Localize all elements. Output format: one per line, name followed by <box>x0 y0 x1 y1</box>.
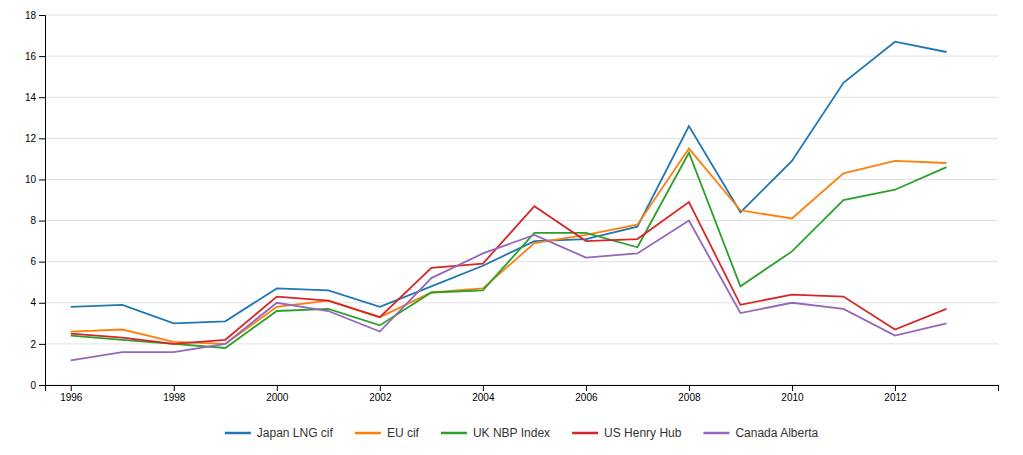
grid <box>45 15 998 385</box>
y-axis-tick-label: 2 <box>30 339 36 350</box>
y-axis-tick-label: 6 <box>30 256 36 267</box>
y-axis-tick-mark <box>39 179 45 180</box>
x-axis-tick: 2008 <box>678 385 701 403</box>
y-axis: 0 2 4 6 8 10 12 14 16 18 <box>25 10 46 391</box>
legend-swatch <box>572 432 598 435</box>
y-axis-tick-mark <box>39 221 45 222</box>
y-axis-tick-mark <box>39 303 45 304</box>
series-line <box>71 42 947 324</box>
x-axis-tick-label: 2008 <box>678 392 701 403</box>
y-axis-tick-label: 10 <box>25 174 37 185</box>
series-line <box>71 153 947 348</box>
y-axis-tick-mark <box>39 344 45 345</box>
y-axis-tick-label: 16 <box>25 51 37 62</box>
x-axis-tick-mark <box>689 385 690 391</box>
y-axis-tick: 4 <box>30 297 45 308</box>
y-axis-tick-mark <box>39 262 45 263</box>
x-axis-tick-label: 2000 <box>266 392 289 403</box>
legend-item: Japan LNG cif <box>225 426 334 440</box>
x-axis-tick: 1998 <box>163 385 186 403</box>
legend-label: Japan LNG cif <box>257 426 334 440</box>
y-axis-tick: 16 <box>25 51 45 62</box>
x-axis-tick: 2012 <box>884 385 907 403</box>
x-axis-tick-mark <box>586 385 587 391</box>
y-axis-tick: 12 <box>25 133 45 144</box>
grid-line <box>45 15 998 16</box>
x-axis-tick: 2006 <box>575 385 598 403</box>
y-axis-tick-label: 4 <box>30 297 36 308</box>
y-axis-tick-mark <box>39 385 45 386</box>
legend-swatch <box>441 432 467 435</box>
x-axis-tick-mark <box>483 385 484 391</box>
grid-line <box>45 97 998 98</box>
x-axis-tick-label: 2004 <box>472 392 495 403</box>
y-axis-tick-mark <box>39 138 45 139</box>
x-axis-tick-mark <box>71 385 72 391</box>
x-axis-tick-mark <box>380 385 381 391</box>
x-axis-tick-mark <box>895 385 896 391</box>
y-axis-tick: 14 <box>25 92 45 103</box>
x-axis-line <box>46 386 999 392</box>
x-axis-tick-mark <box>277 385 278 391</box>
series-line <box>71 202 947 344</box>
series-line <box>71 149 947 344</box>
y-axis-tick: 0 <box>30 380 45 391</box>
legend-swatch <box>225 432 251 435</box>
x-axis: 1996 1998 2000 2002 2004 2006 2008 2010 2012 <box>46 385 999 403</box>
x-axis-tick: 2010 <box>781 385 804 403</box>
x-axis-tick: 2002 <box>369 385 392 403</box>
legend-label: US Henry Hub <box>604 426 682 440</box>
legend-item: EU cif <box>355 426 420 440</box>
y-axis-line <box>39 16 46 386</box>
y-axis-tick-label: 14 <box>25 92 37 103</box>
grid-line <box>45 56 998 57</box>
x-axis-tick-label: 2010 <box>781 392 804 403</box>
y-axis-tick-mark <box>39 15 45 16</box>
lines <box>71 42 947 361</box>
legend-label: EU cif <box>387 426 420 440</box>
y-axis-tick-label: 0 <box>30 380 36 391</box>
y-axis-tick: 10 <box>25 174 45 185</box>
x-axis-tick-label: 2012 <box>884 392 907 403</box>
x-axis-tick-label: 1996 <box>60 392 83 403</box>
x-axis-tick: 2000 <box>266 385 289 403</box>
y-axis-tick-label: 18 <box>25 10 37 21</box>
series-line <box>71 221 947 361</box>
plot: 1996 1998 2000 2002 2004 2006 2008 2010 2012 0 2 4 6… <box>25 10 999 403</box>
legend-swatch <box>703 432 729 435</box>
y-axis-tick-mark <box>39 56 45 57</box>
y-axis-tick: 6 <box>30 256 45 267</box>
legend-item: US Henry Hub <box>572 426 682 440</box>
y-axis-tick-label: 12 <box>25 133 37 144</box>
legend-swatch <box>355 432 381 435</box>
legend-label: UK NBP Index <box>473 426 550 440</box>
legend-item: Canada Alberta <box>703 426 818 440</box>
legend-label: Canada Alberta <box>735 426 818 440</box>
y-axis-tick: 18 <box>25 10 45 21</box>
x-axis-tick-label: 2002 <box>369 392 392 403</box>
y-axis-tick-mark <box>39 97 45 98</box>
y-axis-tick: 8 <box>30 215 45 226</box>
y-axis-tick-label: 8 <box>30 215 36 226</box>
x-axis-tick-mark <box>174 385 175 391</box>
chart: 1996 1998 2000 2002 2004 2006 2008 2010 2012 0 2 4 6… <box>0 0 1023 455</box>
legend-item: UK NBP Index <box>441 426 550 440</box>
grid-line <box>45 261 998 262</box>
legend: Japan LNG cif EU cif UK NBP Index US Henry … <box>225 426 819 440</box>
x-axis-tick: 2004 <box>472 385 495 403</box>
x-axis-tick-mark <box>792 385 793 391</box>
grid-line <box>45 138 998 139</box>
y-axis-tick: 2 <box>30 339 45 350</box>
x-axis-tick-label: 2006 <box>575 392 598 403</box>
x-axis-tick: 1996 <box>60 385 83 403</box>
x-axis-tick-label: 1998 <box>163 392 186 403</box>
grid-line <box>45 179 998 180</box>
